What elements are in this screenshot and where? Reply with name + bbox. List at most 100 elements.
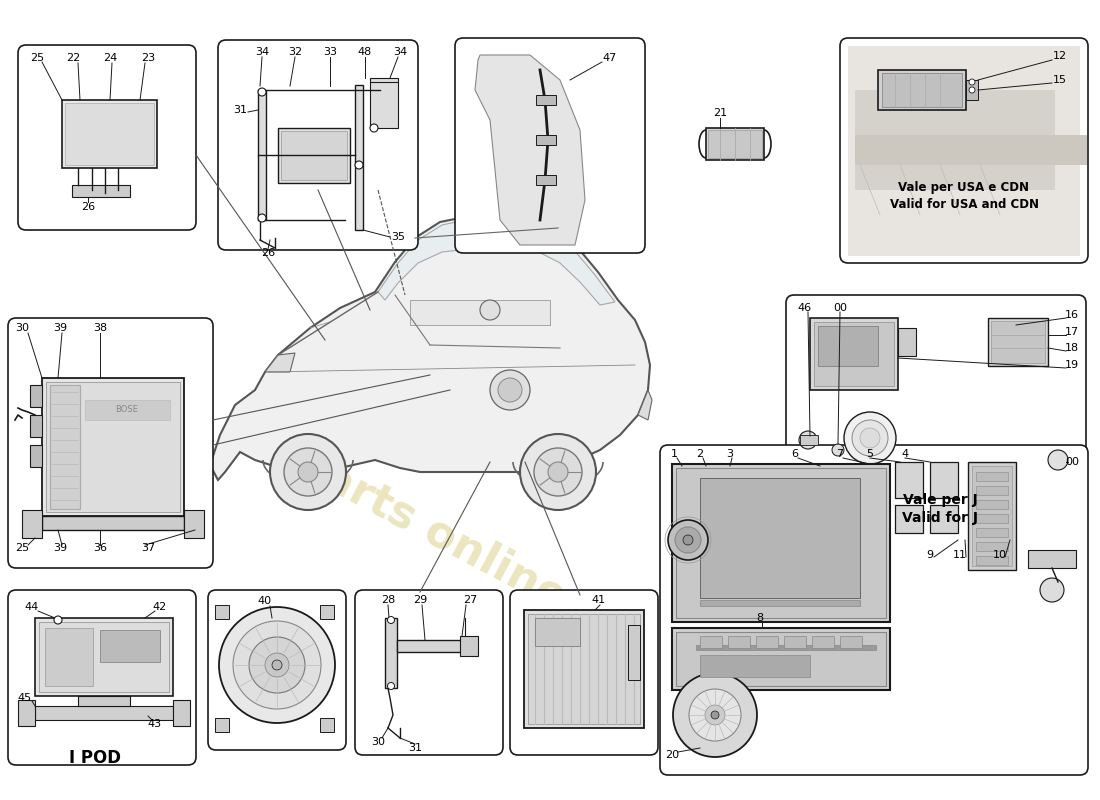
Text: 34: 34 [255, 47, 270, 57]
Circle shape [668, 520, 708, 560]
Text: 7: 7 [836, 449, 844, 459]
Bar [784, 636, 806, 648]
Text: 12: 12 [1053, 51, 1067, 61]
Bar [535, 618, 580, 646]
Bar [524, 610, 644, 728]
Text: 4: 4 [901, 449, 909, 459]
Bar [42, 378, 184, 516]
Circle shape [355, 161, 363, 169]
Text: 36: 36 [94, 543, 107, 553]
Bar [355, 85, 363, 230]
Bar [848, 46, 1080, 256]
Text: 25: 25 [15, 543, 29, 553]
Bar [976, 500, 1008, 509]
Bar [50, 385, 80, 509]
Text: 00: 00 [1065, 457, 1079, 467]
Bar [214, 718, 229, 732]
Bar [528, 614, 640, 724]
Bar [35, 706, 173, 720]
Text: 30: 30 [371, 737, 385, 747]
Text: 38: 38 [92, 323, 107, 333]
Bar [676, 632, 886, 686]
Bar [972, 466, 1012, 566]
Text: 34: 34 [393, 47, 407, 57]
Circle shape [860, 428, 880, 448]
Bar [460, 636, 478, 656]
Text: 6: 6 [792, 449, 799, 459]
Bar [278, 128, 350, 183]
Bar [976, 472, 1008, 481]
Bar [855, 90, 1055, 190]
Bar [976, 542, 1008, 551]
Bar [728, 636, 750, 648]
Text: 39: 39 [53, 543, 67, 553]
Circle shape [844, 412, 896, 464]
Circle shape [387, 682, 395, 690]
Text: 15: 15 [1053, 75, 1067, 85]
Bar [800, 435, 818, 445]
Bar [46, 382, 180, 512]
Text: 16: 16 [1065, 310, 1079, 320]
FancyBboxPatch shape [660, 445, 1088, 775]
Text: 44: 44 [25, 602, 40, 612]
Bar [878, 70, 966, 110]
Bar [976, 528, 1008, 537]
FancyBboxPatch shape [510, 590, 658, 755]
Bar [855, 135, 1087, 165]
Bar [385, 618, 397, 688]
Circle shape [284, 448, 332, 496]
Bar [708, 130, 762, 158]
Circle shape [387, 617, 395, 623]
Text: 5: 5 [867, 449, 873, 459]
Polygon shape [638, 390, 652, 420]
Bar [536, 175, 556, 185]
Bar [22, 510, 42, 538]
Text: 25: 25 [30, 53, 44, 63]
Text: 42: 42 [153, 602, 167, 612]
Circle shape [969, 87, 975, 93]
Text: 30: 30 [15, 323, 29, 333]
Text: 17: 17 [1065, 327, 1079, 337]
Text: 46: 46 [798, 303, 812, 313]
Text: 24: 24 [103, 53, 117, 63]
Bar [676, 468, 886, 618]
Text: 40: 40 [257, 596, 272, 606]
Bar [991, 321, 1045, 363]
Bar [976, 514, 1008, 523]
Text: 1: 1 [671, 449, 678, 459]
Text: 9: 9 [926, 550, 934, 560]
Circle shape [233, 621, 321, 709]
Bar [930, 462, 958, 498]
Text: 18: 18 [1065, 343, 1079, 353]
Circle shape [249, 637, 305, 693]
Bar [966, 80, 978, 100]
Bar [700, 478, 860, 598]
Bar [62, 100, 157, 168]
Bar [976, 486, 1008, 495]
Circle shape [673, 673, 757, 757]
Bar [895, 505, 923, 533]
Text: 43: 43 [147, 719, 162, 729]
Text: 22: 22 [66, 53, 80, 63]
Text: 33: 33 [323, 47, 337, 57]
Bar [882, 73, 962, 107]
Circle shape [969, 79, 975, 85]
FancyBboxPatch shape [355, 590, 503, 755]
Bar [700, 600, 860, 606]
Text: 29: 29 [412, 595, 427, 605]
Circle shape [705, 705, 725, 725]
Text: 28: 28 [381, 595, 395, 605]
Bar [18, 700, 35, 726]
Text: 31: 31 [408, 743, 422, 753]
Polygon shape [265, 353, 295, 372]
Text: 21: 21 [713, 108, 727, 118]
Circle shape [832, 444, 844, 456]
Circle shape [1040, 578, 1064, 602]
Bar [410, 300, 550, 325]
Bar [700, 636, 722, 648]
FancyBboxPatch shape [786, 295, 1086, 535]
Text: 19: 19 [399, 330, 622, 530]
Bar [976, 556, 1008, 565]
Text: 3: 3 [726, 449, 734, 459]
Text: 26: 26 [261, 248, 275, 258]
